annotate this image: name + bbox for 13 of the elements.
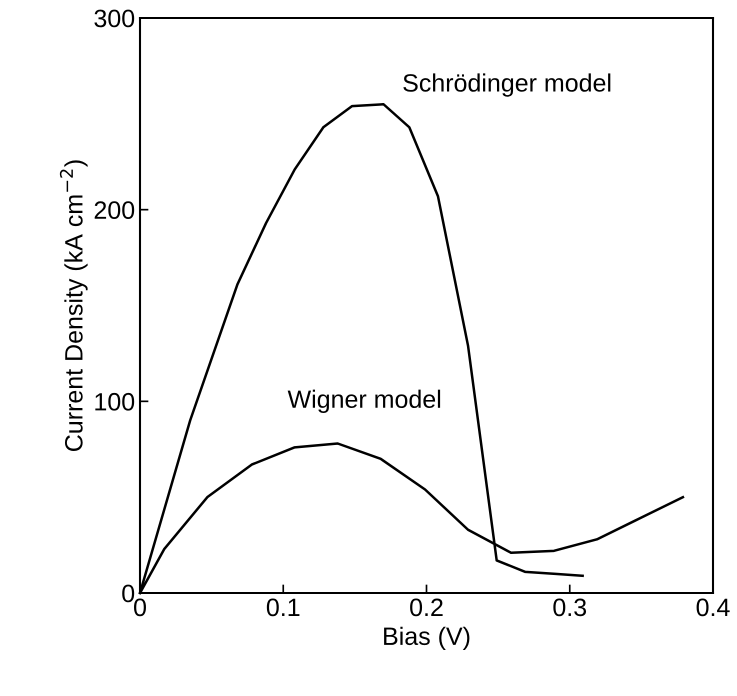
- y-tick-label: 200: [94, 201, 134, 219]
- x-tick-label: 0.2: [410, 598, 443, 616]
- y-tick-label: 100: [95, 392, 134, 411]
- x-tick-label: 0.4: [696, 598, 730, 616]
- x-tick-label: 0.1: [266, 598, 300, 616]
- y-axis-title: Current Density (kA cm$^{−2}$): [60, 160, 88, 451]
- series-label: Schrödinger model: [403, 73, 610, 97]
- y-tick-label: 300: [94, 10, 134, 28]
- y-tick-label: 0: [122, 584, 134, 602]
- x-axis-title: Bias (V): [384, 626, 470, 650]
- x-tick-label: 0.3: [553, 598, 586, 616]
- series-label: Wigner model: [288, 390, 440, 413]
- x-tick-label: 0: [134, 598, 146, 616]
